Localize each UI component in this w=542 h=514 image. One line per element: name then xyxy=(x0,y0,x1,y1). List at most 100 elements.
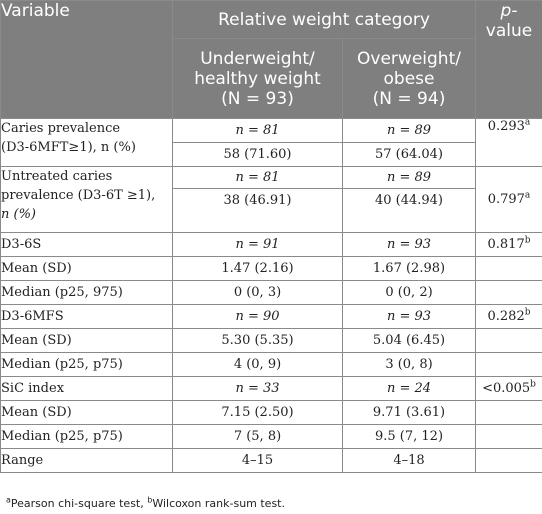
cell-text: n = 89 xyxy=(386,170,432,185)
label-line: Caries prevalence xyxy=(1,121,121,136)
table-row: Caries prevalence (D3-6MFT≥1), n (%) n =… xyxy=(0,117,542,167)
cell-value: 3 (0, 8) xyxy=(342,352,476,377)
label-line: n (%) xyxy=(1,207,37,222)
p-text: 0.797 xyxy=(487,192,525,207)
table-row: SiC index n = 33 n = 24 <0.005b xyxy=(0,376,542,401)
sub-label: Median (p25, p75) xyxy=(0,352,173,377)
cell-value: 7 (5, 8) xyxy=(172,424,343,449)
p-sup: a xyxy=(524,117,531,128)
cell-p-value: 0.797a xyxy=(475,166,542,233)
cell-value: 7.15 (2.50) xyxy=(172,400,343,425)
table-row: Median (p25, 975) 0 (0, 3) 0 (0, 2) xyxy=(0,280,542,305)
table-row: Mean (SD) 5.30 (5.35) 5.04 (6.45) xyxy=(0,328,542,353)
cell-value: 4–18 xyxy=(342,448,476,473)
cell-value: 0 (0, 3) xyxy=(172,280,343,305)
table-row: Mean (SD) 7.15 (2.50) 9.71 (3.61) xyxy=(0,400,542,425)
header-group-overweight: Overweight/ obese (N = 94) xyxy=(342,38,476,119)
group1-n: (N = 93) xyxy=(221,88,294,109)
cell-n: n = 81 xyxy=(172,166,343,189)
table-row: D3-6MFS n = 90 n = 93 0.282b xyxy=(0,304,542,329)
cell-text: n = 93 xyxy=(386,237,432,252)
header-weight-category: Relative weight category xyxy=(172,0,476,39)
cell-empty xyxy=(475,400,542,425)
sub-label: Mean (SD) xyxy=(0,256,173,281)
label-line: (D3-6MFT≥1), n (%) xyxy=(1,140,136,155)
header-p-value-line1: p- xyxy=(500,1,518,21)
cell-text: n = 89 xyxy=(386,123,432,138)
row-label-d36s: D3-6S xyxy=(0,232,173,257)
sub-label: Mean (SD) xyxy=(0,328,173,353)
cell-n: n = 91 xyxy=(172,232,343,257)
table-row: 58 (71.60) 57 (64.04) xyxy=(1,142,542,167)
table-row: 38 (46.91) 40 (44.94) xyxy=(1,188,542,233)
sub-label: Median (p25, 975) xyxy=(0,280,173,305)
cell-n: n = 89 xyxy=(342,166,476,189)
table-row: Untreated caries prevalence (D3-6T ≥1), … xyxy=(0,166,542,233)
footnote-b-text: Wilcoxon rank-sum test. xyxy=(152,497,285,510)
cell-n: n = 24 xyxy=(342,376,476,401)
group2-line1: Overweight/ xyxy=(357,48,461,69)
cell-text: n = 93 xyxy=(386,309,432,324)
cell-n: n = 93 xyxy=(342,232,476,257)
cell-value: 58 (71.60) xyxy=(172,142,343,167)
p-text: 0.282 xyxy=(487,309,525,324)
row-label-untreated: Untreated caries prevalence (D3-6T ≥1), … xyxy=(0,166,173,233)
cell-empty xyxy=(475,256,542,281)
cell-text: n = 90 xyxy=(235,309,280,324)
header-group-underweight: Underweight/ healthy weight (N = 93) xyxy=(172,38,343,119)
cell-empty xyxy=(475,328,542,353)
cell-value: 4–15 xyxy=(172,448,343,473)
cell-value: 4 (0, 9) xyxy=(172,352,343,377)
cell-p-value: <0.005b xyxy=(475,376,542,401)
p-text: 0.817 xyxy=(487,237,525,252)
sub-label: Mean (SD) xyxy=(0,400,173,425)
cell-text: n = 91 xyxy=(235,237,280,252)
p-sup: b xyxy=(524,235,531,246)
sub-label: Range xyxy=(0,448,173,473)
cell-p-value: 0.817b xyxy=(475,232,542,257)
cell-empty xyxy=(475,448,542,473)
header-p-value: p- value xyxy=(475,0,542,119)
cell-n: n = 90 xyxy=(172,304,343,329)
label-line: prevalence (D3-6T ≥1), xyxy=(1,188,156,203)
cell-value: 1.67 (2.98) xyxy=(342,256,476,281)
header-variable: Variable xyxy=(0,0,173,119)
table-row: D3-6S n = 91 n = 93 0.817b xyxy=(0,232,542,257)
cell-text: n = 33 xyxy=(235,381,280,396)
cell-value: 38 (46.91) xyxy=(172,188,343,233)
row-label-d36mfs: D3-6MFS xyxy=(0,304,173,329)
cell-value: 5.30 (5.35) xyxy=(172,328,343,353)
cell-n: n = 89 xyxy=(342,118,476,143)
cell-value: 57 (64.04) xyxy=(342,142,476,167)
cell-value: 1.47 (2.16) xyxy=(172,256,343,281)
p-text: 0.293 xyxy=(487,119,525,134)
cell-empty xyxy=(475,352,542,377)
p-sup: a xyxy=(524,190,531,201)
cell-empty xyxy=(475,424,542,449)
cell-text: n = 81 xyxy=(235,170,280,185)
p-sup: b xyxy=(530,379,536,390)
group2-line2: obese xyxy=(383,68,435,89)
table-footnote: aPearson chi-square test, bWilcoxon rank… xyxy=(6,495,285,510)
p-text: <0.005 xyxy=(482,381,531,396)
cell-text: n = 24 xyxy=(386,381,432,396)
row-label-caries: Caries prevalence (D3-6MFT≥1), n (%) xyxy=(0,118,173,167)
cell-p-value: 0.282b xyxy=(475,304,542,329)
results-table: Variable Relative weight category p- val… xyxy=(0,0,542,473)
table-row: Median (p25, p75) 4 (0, 9) 3 (0, 8) xyxy=(0,352,542,377)
cell-value: 9.71 (3.61) xyxy=(342,400,476,425)
footnote-b-sup: b xyxy=(147,495,153,505)
cell-value: 40 (44.94) xyxy=(342,188,476,233)
cell-n: n = 33 xyxy=(172,376,343,401)
cell-value: 0 (0, 2) xyxy=(342,280,476,305)
sub-label: Median (p25, p75) xyxy=(0,424,173,449)
label-line: Untreated caries xyxy=(1,169,113,184)
table-row: Median (p25, p75) 7 (5, 8) 9.5 (7, 12) xyxy=(0,424,542,449)
footnote-a-sup: a xyxy=(6,495,11,505)
table-row: Range 4–15 4–18 xyxy=(0,448,542,473)
cell-text: n = 81 xyxy=(235,123,280,138)
row-label-sic: SiC index xyxy=(0,376,173,401)
cell-value: 5.04 (6.45) xyxy=(342,328,476,353)
table-row: Mean (SD) 1.47 (2.16) 1.67 (2.98) xyxy=(0,256,542,281)
group1-line2: healthy weight xyxy=(194,68,321,89)
